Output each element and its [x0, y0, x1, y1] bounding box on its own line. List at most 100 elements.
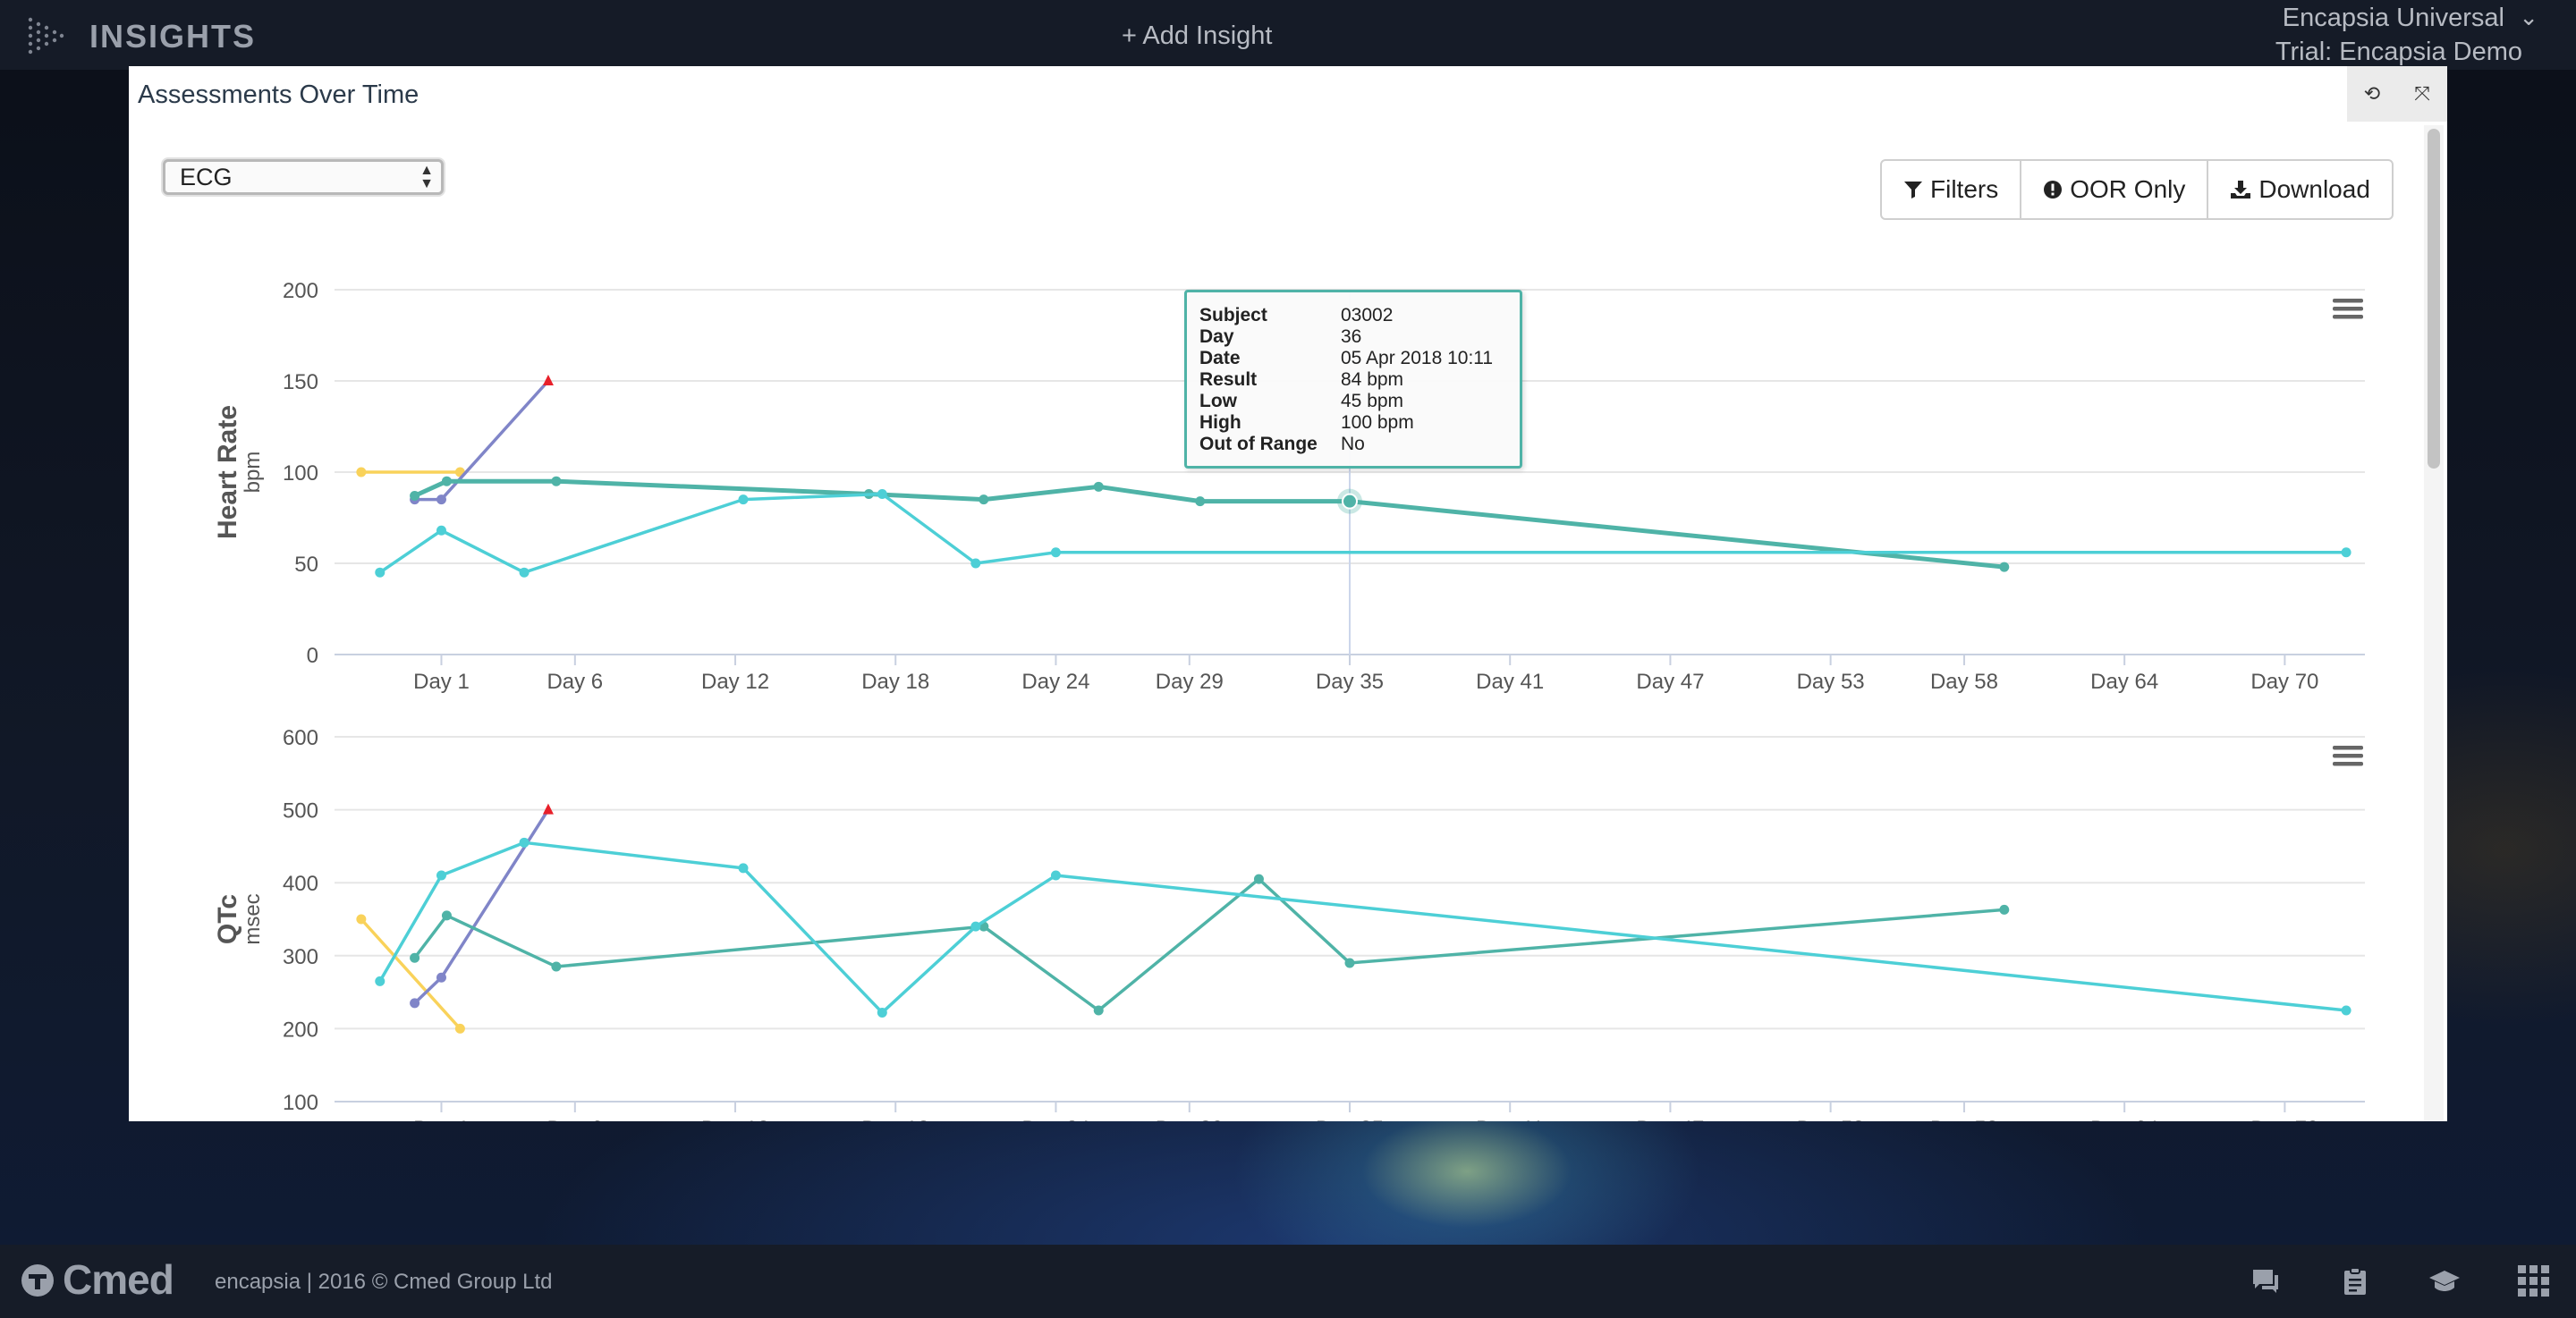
footer-icons [2241, 1257, 2558, 1305]
data-point [436, 972, 446, 983]
x-tick-label: Day 70 [2250, 670, 2318, 694]
tooltip-key: High [1199, 412, 1241, 433]
x-tick-label: Day 35 [1316, 1117, 1384, 1121]
data-point [436, 870, 446, 881]
data-point [519, 567, 530, 578]
collapse-icon[interactable]: ⤧ [2414, 82, 2430, 105]
x-tick-label: Day 1 [413, 670, 470, 694]
tooltip-key: Subject [1199, 305, 1267, 325]
assessment-charts: 0 50 100 150 200 Day 1 Day 6 Day 12 Day 18 Day 24… [213, 279, 2365, 1121]
tooltip-row: Day 36 [1199, 326, 1507, 348]
y-tick-label: 500 [283, 799, 318, 824]
y-tick-label: 100 [283, 461, 318, 486]
data-point [1999, 562, 2010, 572]
tooltip-key: Date [1199, 348, 1241, 368]
x-tick-label: Day 6 [547, 670, 603, 694]
download-label: Download [2258, 175, 2370, 203]
y-tick-label: 50 [294, 553, 318, 577]
out-of-range-marker [542, 803, 554, 815]
y-tick-label: 200 [283, 279, 318, 303]
tooltip-key: Out of Range [1199, 434, 1318, 454]
data-point [410, 952, 420, 963]
x-tick-label: Day 35 [1316, 670, 1384, 694]
x-tick-label: Day 58 [1930, 670, 1998, 694]
series-line [378, 492, 2347, 574]
x-tick-label: Day 12 [701, 1117, 769, 1121]
x-tick-label: Day 41 [1476, 1117, 1544, 1121]
tooltip-row: Subject 03002 [1199, 305, 1507, 326]
graduation-cap-icon[interactable] [2420, 1257, 2469, 1305]
y-tick-label: 0 [307, 644, 318, 668]
insights-logo-icon[interactable] [25, 16, 64, 55]
data-point [436, 525, 446, 536]
data-point [970, 558, 981, 569]
data-point [1050, 870, 1061, 881]
y-tick-label: 600 [283, 726, 318, 750]
y-axis-unit: bpm [241, 452, 265, 494]
chart-menu-icon [2333, 746, 2363, 750]
chart-actions: Filters OOR Only Download [1880, 159, 2394, 220]
x-tick-label: Day 6 [547, 1117, 603, 1121]
y-axis-title: Heart Rate [213, 405, 242, 539]
filters-button[interactable]: Filters [1882, 161, 2022, 218]
data-point [877, 1007, 887, 1018]
chart-menu-icon [2333, 315, 2363, 319]
tooltip-row: Date 05 Apr 2018 10:11 [1199, 348, 1507, 369]
data-point [970, 921, 981, 932]
assessment-select[interactable]: ECG ▲ ▼ [163, 159, 444, 195]
data-point [1253, 874, 1264, 884]
assessment-select-value: ECG [180, 164, 233, 190]
x-tick-label: Day 41 [1476, 670, 1544, 694]
data-point [519, 837, 530, 848]
add-insight-button[interactable]: + Add Insight [1122, 21, 1273, 50]
apps-grid-icon[interactable] [2510, 1257, 2558, 1305]
y-tick-label: 400 [283, 872, 318, 896]
tooltip-value: 05 Apr 2018 10:11 [1341, 348, 1494, 368]
data-point [738, 494, 749, 505]
clipboard-icon[interactable] [2331, 1257, 2379, 1305]
data-point [356, 914, 367, 925]
data-point [1093, 1005, 1104, 1016]
tooltip-key: Result [1199, 369, 1258, 390]
data-point [375, 976, 386, 986]
oor-only-button[interactable]: OOR Only [2021, 161, 2209, 218]
data-point [2341, 547, 2351, 558]
chat-icon[interactable] [2241, 1257, 2290, 1305]
x-tick-label: Day 12 [701, 670, 769, 694]
highlight-point [1342, 493, 1358, 510]
data-point-tooltip: Subject 03002 Day 36 Date 05 Apr 2018 10:11 Re… [1184, 290, 1522, 469]
x-tick-label: Day 53 [1797, 1117, 1865, 1121]
series-line [378, 841, 2347, 1015]
chevron-down-icon[interactable]: ⌄ [2519, 4, 2538, 30]
refresh-icon[interactable]: ⟲ [2363, 82, 2381, 105]
tooltip-key: Day [1199, 326, 1234, 347]
data-point [410, 998, 420, 1009]
data-point [375, 567, 386, 578]
download-button[interactable]: Download [2208, 161, 2392, 218]
tooltip-value: 45 bpm [1341, 391, 1404, 411]
organization-name[interactable]: Encapsia Universal [2282, 4, 2504, 32]
x-tick-label: Day 47 [1636, 1117, 1704, 1121]
x-tick-label: Day 24 [1021, 670, 1089, 694]
scrollbar-thumb[interactable] [2428, 129, 2440, 469]
tooltip-value: 36 [1341, 326, 1362, 347]
series-line [413, 808, 550, 1005]
data-point [1999, 904, 2010, 915]
chart-menu-icon [2333, 299, 2363, 303]
tooltip-row: High 100 bpm [1199, 412, 1507, 434]
x-tick-label: Day 29 [1156, 670, 1224, 694]
x-tick-label: Day 70 [2250, 1117, 2318, 1121]
data-point [1195, 496, 1206, 507]
chart-menu-icon [2333, 754, 2363, 758]
data-point [441, 476, 452, 486]
download-icon [2231, 181, 2251, 199]
cmed-brand: Cmed [63, 1256, 174, 1303]
tooltip-key: Low [1199, 391, 1237, 411]
x-tick-label: Day 1 [413, 1117, 470, 1121]
insight-panel: Assessments Over Time ⟲ ⤧ ECG ▲ ▼ Filters… [129, 66, 2447, 1121]
x-tick-label: Day 58 [1930, 1117, 1998, 1121]
filter-icon [1904, 182, 1922, 199]
panel-tools: ⟲ ⤧ [2347, 66, 2447, 122]
x-tick-label: Day 24 [1021, 1117, 1089, 1121]
tooltip-row: Result 84 bpm [1199, 369, 1507, 391]
